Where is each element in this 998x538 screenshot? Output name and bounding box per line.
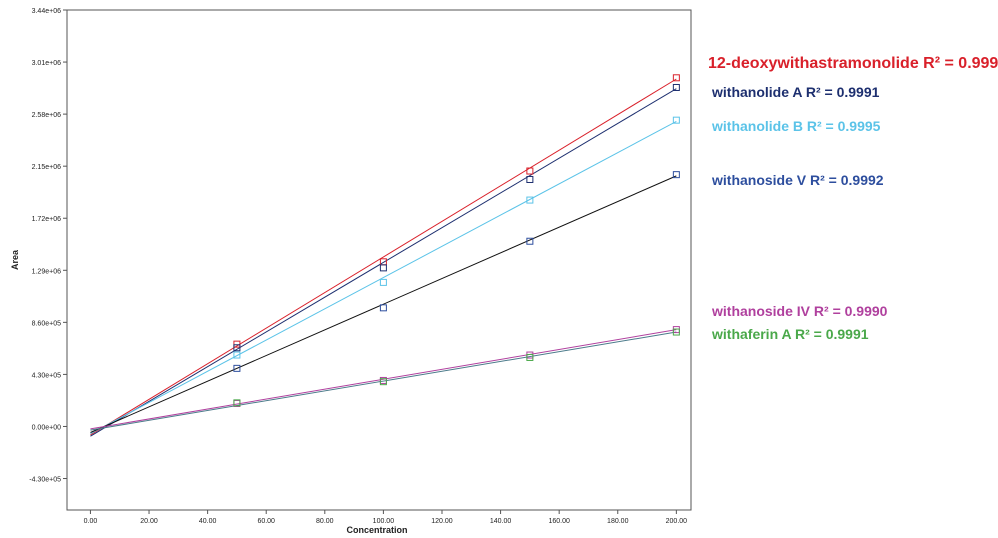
y-axis: -4.30e+05 0.00e+00 4.30e+05 8.60e+05 1.29e+0…: [29, 8, 67, 484]
legend-r2: R² = 0.9992: [810, 172, 884, 188]
data-point-marker: [233, 364, 241, 372]
fit-line-5: [90, 331, 677, 431]
y-tick-label: 0.00e+00: [32, 424, 61, 431]
y-tick-label: 2.15e+06: [32, 164, 61, 171]
legend-series-name: withaferin A: [712, 326, 792, 342]
x-axis-label: Concentration: [346, 525, 407, 535]
legend-entry-12-deoxywithastramonolide: 12-deoxywithastramonolide R² = 0.9991: [708, 55, 998, 73]
data-point-marker: [379, 278, 387, 286]
x-tick-label: 180.00: [607, 518, 629, 525]
data-point-marker: [526, 196, 534, 204]
fit-lines: [90, 78, 677, 437]
y-tick-label: 2.58e+06: [32, 112, 61, 119]
data-point-marker: [233, 344, 241, 352]
data-point-marker: [526, 167, 534, 175]
data-point-marker: [672, 171, 680, 179]
data-point-marker: [379, 378, 387, 386]
y-tick-label: 4.30e+05: [32, 372, 61, 379]
x-tick-label: 20.00: [140, 518, 158, 525]
legend-series-name: withanolide A: [712, 84, 802, 100]
fit-line-0: [90, 78, 677, 436]
fit-line-1: [90, 88, 677, 437]
data-point-marker: [379, 264, 387, 272]
legend-entry-withanolide-b: withanolide B R² = 0.9995: [712, 118, 880, 134]
legend-entry-withaferin-a: withaferin A R² = 0.9991: [712, 326, 869, 342]
data-markers: [233, 74, 680, 407]
data-point-marker: [672, 83, 680, 91]
x-tick-label: 0.00: [84, 518, 98, 525]
y-tick-label: 1.72e+06: [32, 216, 61, 223]
fit-line-3: [90, 175, 677, 433]
legend-r2: R² = 0.9995: [806, 118, 881, 134]
data-point-marker: [672, 116, 680, 124]
legend-series-name: 12-deoxywithastramonolide: [708, 55, 919, 72]
x-tick-label: 120.00: [431, 518, 453, 525]
legend-series-name: withanolide B: [712, 118, 803, 134]
legend-r2: R² = 0.9991: [805, 84, 880, 100]
x-tick-label: 140.00: [490, 518, 512, 525]
legend-r2: R² = 0.9990: [813, 303, 888, 319]
x-tick-label: 80.00: [316, 518, 334, 525]
legend-entry-withanolide-a: withanolide A R² = 0.9991: [712, 84, 879, 100]
data-point-marker: [233, 340, 241, 348]
x-tick-label: 200.00: [666, 518, 688, 525]
y-tick-label: 8.60e+05: [32, 320, 61, 327]
data-point-marker: [526, 353, 534, 361]
data-point-marker: [526, 175, 534, 183]
x-tick-label: 40.00: [199, 518, 217, 525]
x-tick-label: 160.00: [548, 518, 570, 525]
data-point-marker: [526, 237, 534, 245]
legend-r2: R² = 0.9991: [923, 55, 998, 72]
y-tick-label: 3.44e+06: [32, 8, 61, 15]
legend-entry-withanoside-v: withanoside V R² = 0.9992: [712, 172, 884, 188]
data-point-marker: [672, 74, 680, 82]
legend-r2: R² = 0.9991: [794, 326, 869, 342]
data-point-marker: [379, 304, 387, 312]
legend-series-name: withanoside V: [712, 172, 807, 188]
legend-entry-withanoside-iv: withanoside IV R² = 0.9990: [712, 303, 887, 319]
x-tick-label: 100.00: [373, 518, 395, 525]
x-tick-label: 60.00: [257, 518, 275, 525]
y-tick-label: 1.29e+06: [32, 268, 61, 275]
fit-line-4: [90, 329, 677, 430]
data-point-marker: [672, 328, 680, 336]
y-tick-label: -4.30e+05: [29, 477, 61, 484]
data-point-marker: [233, 351, 241, 359]
legend-series-name: withanoside IV: [712, 303, 811, 319]
y-axis-label: Area: [10, 249, 20, 270]
y-tick-label: 3.01e+06: [32, 60, 61, 67]
x-axis: 0.00 20.00 40.00 60.00 80.00 100.00 120.00 140.…: [84, 510, 688, 525]
fit-line-2: [90, 120, 677, 435]
data-point-marker: [233, 399, 241, 407]
